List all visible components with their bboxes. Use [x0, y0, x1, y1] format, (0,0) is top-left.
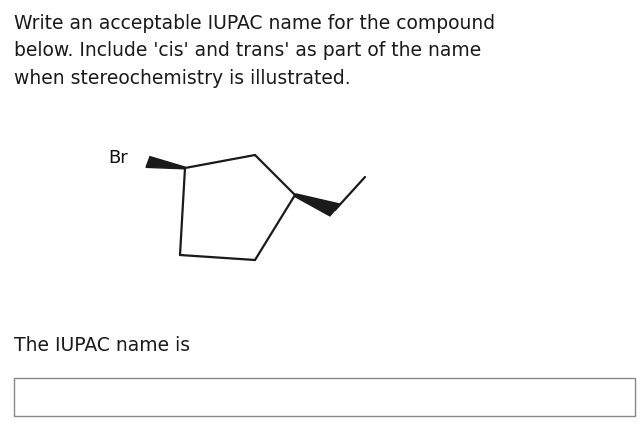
FancyBboxPatch shape	[14, 378, 635, 416]
Polygon shape	[294, 194, 340, 216]
Text: Write an acceptable IUPAC name for the compound
below. Include 'cis' and trans' : Write an acceptable IUPAC name for the c…	[14, 14, 495, 87]
Text: Br: Br	[108, 149, 128, 167]
Polygon shape	[146, 156, 185, 169]
Text: The IUPAC name is: The IUPAC name is	[14, 336, 190, 355]
